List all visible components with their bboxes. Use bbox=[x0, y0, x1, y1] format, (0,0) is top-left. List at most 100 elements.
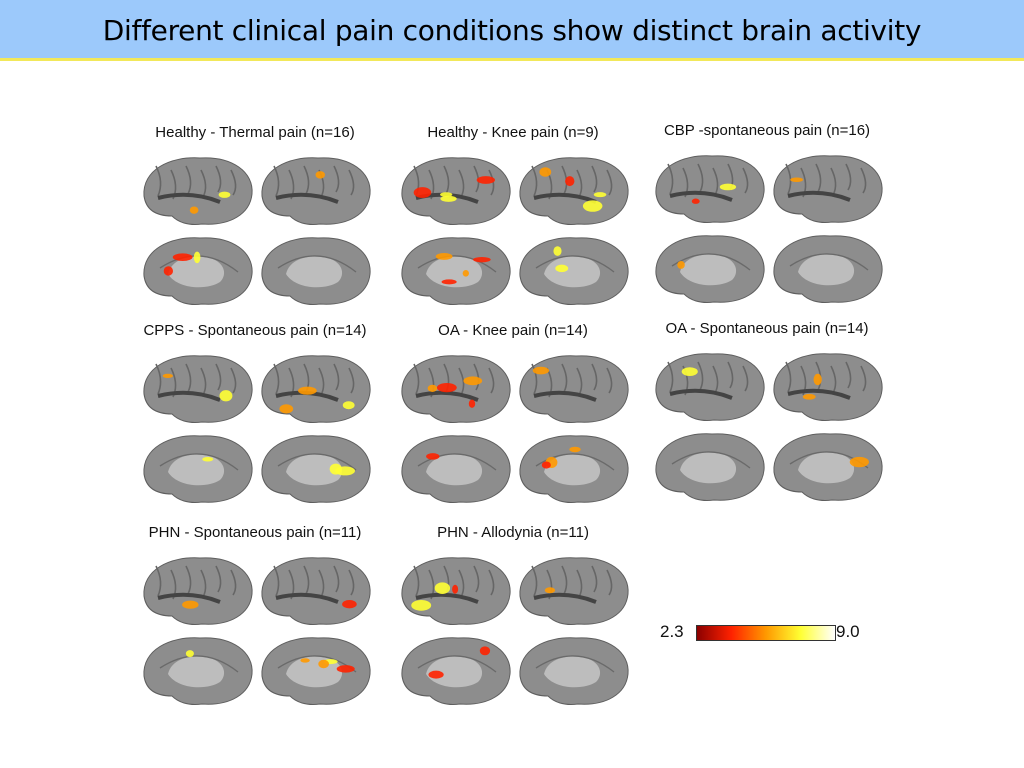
panel-label: Healthy - Knee pain (n=9) bbox=[427, 124, 599, 141]
activation-blob bbox=[434, 582, 451, 595]
colorbar-legend: 2.3 9.0 bbox=[660, 620, 900, 644]
activation-blob bbox=[411, 599, 432, 611]
activation-blob bbox=[436, 382, 457, 393]
lateral-view bbox=[773, 155, 883, 223]
activation-blob bbox=[315, 171, 325, 179]
activation-blob bbox=[541, 461, 551, 469]
lateral-view bbox=[519, 157, 629, 225]
medial-view bbox=[773, 235, 883, 303]
lateral-view bbox=[773, 353, 883, 421]
lateral-view bbox=[261, 157, 371, 225]
activation-blob bbox=[468, 399, 476, 408]
activation-blob bbox=[790, 177, 804, 182]
activation-blob bbox=[544, 587, 556, 594]
panel-label: OA - Spontaneous pain (n=14) bbox=[665, 320, 869, 337]
medial-view bbox=[143, 637, 253, 705]
activation-blob bbox=[342, 600, 357, 609]
medial-view bbox=[519, 237, 629, 305]
medial-view bbox=[261, 637, 371, 705]
panel-label: CBP -spontaneous pain (n=16) bbox=[663, 122, 871, 139]
activation-blob bbox=[279, 404, 294, 414]
medial-view bbox=[143, 435, 253, 503]
lateral-view bbox=[655, 155, 765, 223]
panel-healthy-thermal: Healthy - Thermal pain (n=16) bbox=[130, 124, 380, 314]
activation-blob bbox=[193, 251, 201, 264]
activation-blob bbox=[462, 269, 469, 277]
activation-blob bbox=[440, 195, 457, 202]
lateral-view bbox=[519, 355, 629, 423]
brain-surface-images bbox=[401, 355, 629, 503]
panel-phn-spontaneous: PHN - Spontaneous pain (n=11) bbox=[130, 524, 380, 714]
brain-surface-images bbox=[655, 155, 883, 303]
activation-blob bbox=[681, 367, 698, 376]
lateral-view bbox=[261, 557, 371, 625]
slide-title: Different clinical pain conditions show … bbox=[102, 14, 922, 47]
activation-blob bbox=[452, 584, 459, 594]
medial-view bbox=[773, 433, 883, 501]
panel-label: Healthy - Thermal pain (n=16) bbox=[155, 124, 355, 141]
activation-blob bbox=[426, 453, 440, 460]
activation-blob bbox=[441, 279, 457, 285]
medial-view bbox=[519, 637, 629, 705]
activation-blob bbox=[593, 192, 607, 198]
activation-blob bbox=[185, 650, 194, 658]
activation-blob bbox=[532, 366, 550, 375]
activation-blob bbox=[463, 376, 483, 386]
activation-blob bbox=[476, 176, 496, 184]
title-bar: Different clinical pain conditions show … bbox=[0, 0, 1024, 61]
activation-blob bbox=[565, 176, 575, 187]
medial-view bbox=[261, 237, 371, 305]
activation-blob bbox=[539, 167, 552, 177]
activation-blob bbox=[813, 373, 822, 386]
medial-view bbox=[655, 235, 765, 303]
panel-label: OA - Knee pain (n=14) bbox=[438, 322, 588, 339]
activation-blob bbox=[691, 198, 700, 204]
activation-blob bbox=[473, 256, 491, 263]
activation-blob bbox=[849, 456, 869, 468]
activation-blob bbox=[553, 246, 562, 256]
brain-surface-images bbox=[401, 157, 629, 305]
brain-activation-figure: Healthy - Thermal pain (n=16) Healthy - … bbox=[130, 110, 900, 710]
panel-label: PHN - Allodynia (n=11) bbox=[437, 524, 589, 541]
brain-surface-images bbox=[143, 355, 371, 503]
brain-surface-images bbox=[401, 557, 629, 705]
lateral-view bbox=[519, 557, 629, 625]
panel-cpps-spontaneous: CPPS - Spontaneous pain (n=14) bbox=[130, 322, 380, 512]
activation-blob bbox=[802, 393, 816, 400]
colorbar-min-label: 2.3 bbox=[660, 622, 684, 641]
panel-label: CPPS - Spontaneous pain (n=14) bbox=[143, 322, 367, 339]
activation-blob bbox=[427, 384, 438, 392]
colorbar-gradient bbox=[696, 625, 836, 641]
brain-surface-images bbox=[655, 353, 883, 501]
activation-blob bbox=[440, 192, 453, 197]
activation-blob bbox=[300, 658, 310, 663]
medial-view bbox=[401, 435, 511, 503]
activation-blob bbox=[182, 600, 199, 609]
panel-cbp-spontaneous: CBP -spontaneous pain (n=16) bbox=[642, 122, 892, 312]
panel-oa-spontaneous: OA - Spontaneous pain (n=14) bbox=[642, 320, 892, 510]
activation-blob bbox=[202, 456, 214, 462]
lateral-view bbox=[143, 157, 253, 225]
activation-blob bbox=[342, 401, 355, 410]
panel-phn-allodynia: PHN - Allodynia (n=11) bbox=[388, 524, 638, 714]
panel-label: PHN - Spontaneous pain (n=11) bbox=[148, 524, 362, 541]
activation-blob bbox=[189, 206, 199, 214]
activation-blob bbox=[172, 253, 193, 261]
lateral-view bbox=[143, 355, 253, 423]
activation-blob bbox=[435, 253, 453, 260]
brain-surface-images bbox=[143, 157, 371, 305]
activation-blob bbox=[329, 463, 342, 475]
colorbar-max-label: 9.0 bbox=[836, 622, 860, 641]
medial-view bbox=[401, 637, 511, 705]
activation-blob bbox=[555, 264, 569, 273]
activation-blob bbox=[428, 670, 444, 679]
medial-view bbox=[519, 435, 629, 503]
brain-surface-images bbox=[143, 557, 371, 705]
activation-blob bbox=[162, 373, 173, 378]
activation-blob bbox=[569, 446, 581, 453]
activation-blob bbox=[677, 261, 685, 269]
panel-oa-knee: OA - Knee pain (n=14) bbox=[388, 322, 638, 512]
activation-blob bbox=[719, 183, 737, 191]
activation-blob bbox=[318, 659, 329, 669]
medial-view bbox=[655, 433, 765, 501]
